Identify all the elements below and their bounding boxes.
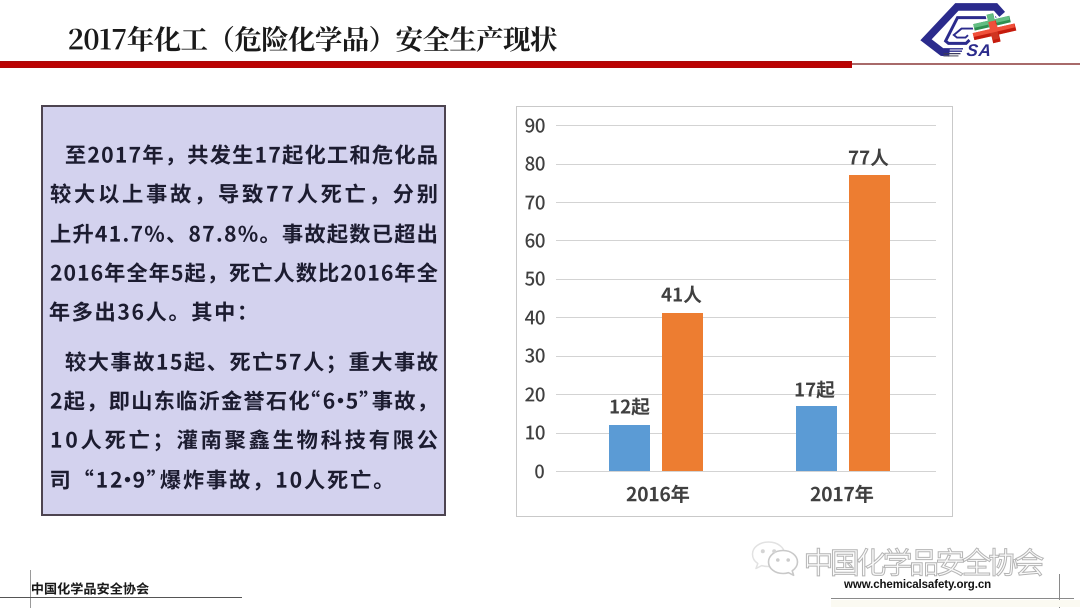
svg-text:SA: SA xyxy=(966,41,993,60)
